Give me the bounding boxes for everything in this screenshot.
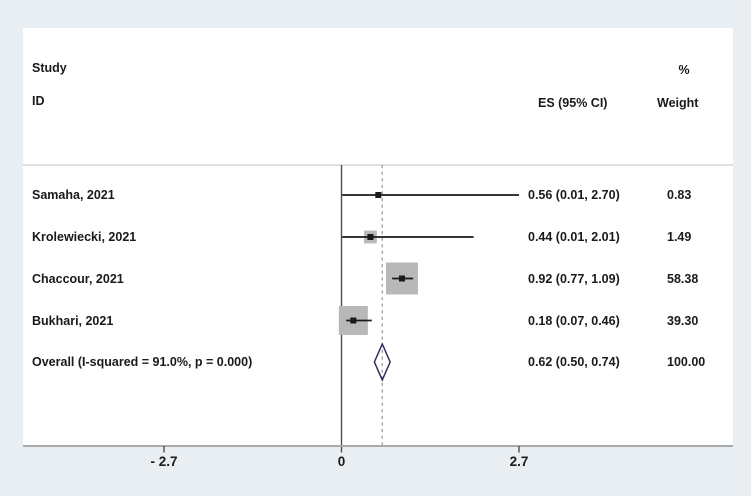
column-header-study: Study <box>32 61 67 75</box>
x-axis-tick-label: 0 <box>337 454 346 469</box>
column-header-weight: Weight <box>657 96 699 110</box>
es-marker <box>398 275 405 282</box>
weight-value: 1.49 <box>667 230 692 244</box>
study-label: Krolewiecki, 2021 <box>32 230 137 244</box>
overall-diamond <box>373 342 391 382</box>
x-axis-tick-label: 2.7 <box>509 454 529 469</box>
es-ci-value: 0.92 (0.77, 1.09) <box>528 271 620 286</box>
column-header-id: ID <box>32 94 45 108</box>
weight-value: 39.30 <box>667 313 699 328</box>
es-ci-value: 0.18 (0.07, 0.46) <box>528 313 620 328</box>
weight-value: 58.38 <box>667 271 699 286</box>
es-ci-value: 0.56 (0.01, 2.70) <box>528 188 620 202</box>
column-header-percent: % <box>678 63 690 77</box>
study-label: Chaccour, 2021 <box>32 271 124 286</box>
study-label: Bukhari, 2021 <box>32 313 114 328</box>
overall-es-ci-value: 0.62 (0.50, 0.74) <box>528 355 620 369</box>
column-header-es-ci: ES (95% CI) <box>538 96 608 110</box>
es-ci-value: 0.44 (0.01, 2.01) <box>528 230 620 244</box>
x-axis-tick-label: - 2.7 <box>150 454 178 469</box>
es-marker <box>350 317 357 324</box>
weight-value: 0.83 <box>667 188 692 202</box>
study-label: Samaha, 2021 <box>32 188 115 202</box>
es-marker <box>375 192 382 198</box>
es-marker <box>367 234 374 240</box>
overall-weight-value: 100.00 <box>667 355 706 369</box>
overall-label: Overall (I-squared = 91.0%, p = 0.000) <box>32 355 253 369</box>
